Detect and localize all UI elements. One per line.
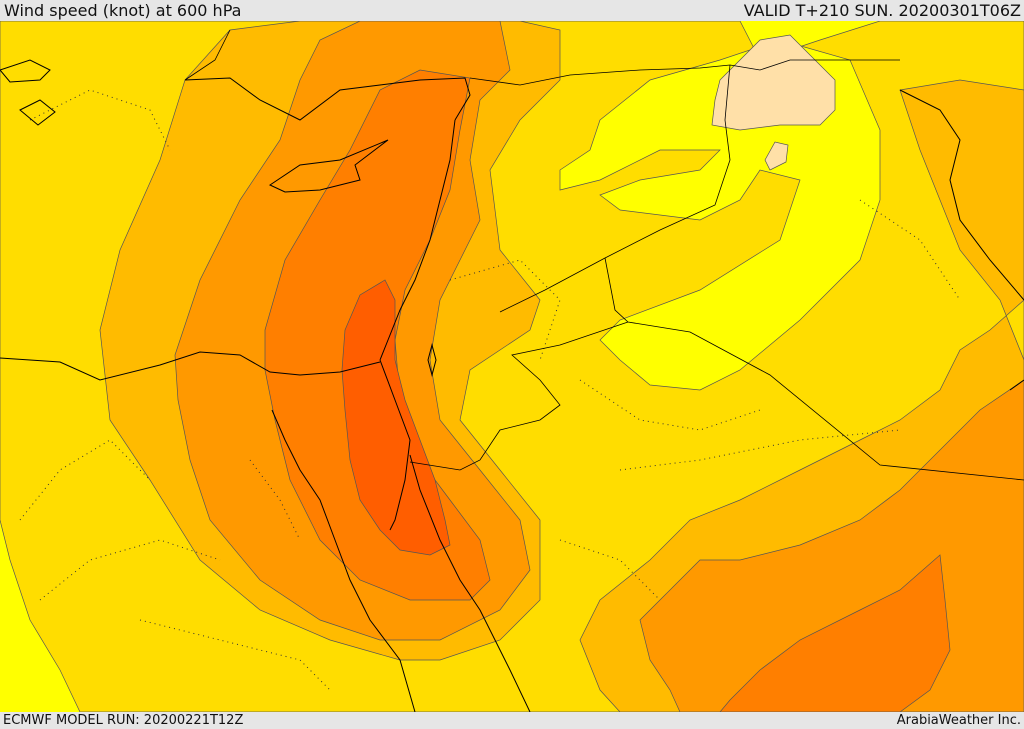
wind-speed-map-svg — [0, 21, 1024, 712]
credit-label: ArabiaWeather Inc. — [896, 713, 1021, 728]
model-run-label: ECMWF MODEL RUN: 20200221T12Z — [3, 713, 244, 728]
political-borders — [184, 29, 1024, 481]
valid-time-label: VALID T+210 SUN. 20200301T06Z — [743, 1, 1021, 20]
calm-patch-small — [764, 141, 789, 171]
top-title-bar: Wind speed (knot) at 600 hPa VALID T+210… — [0, 0, 1024, 21]
band-red-orange — [341, 279, 451, 556]
dotted-isotachs — [19, 89, 961, 691]
coastlines — [0, 59, 1024, 712]
wind-speed-map[interactable] — [0, 21, 1024, 712]
calm-patch — [711, 34, 836, 131]
band-lightest-ne — [559, 39, 881, 391]
bottom-footer-bar: ECMWF MODEL RUN: 20200221T12Z ArabiaWeat… — [0, 712, 1024, 729]
map-title: Wind speed (knot) at 600 hPa — [4, 1, 242, 20]
band-dark-orange-east — [719, 554, 951, 712]
